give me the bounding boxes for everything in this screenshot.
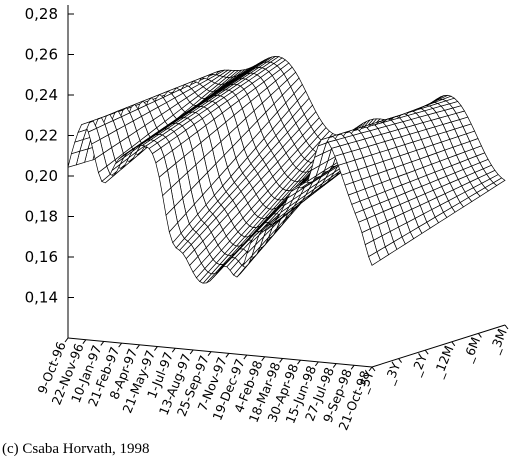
- y-tick-label: 0,26: [25, 46, 58, 64]
- y-tick-label: 0,18: [25, 208, 58, 226]
- date-tick-mark: [154, 346, 158, 351]
- date-tick-mark: [279, 358, 283, 363]
- x-axis-line: [67, 337, 373, 368]
- date-tick-mark: [136, 344, 140, 350]
- date-tick-mark: [207, 351, 212, 356]
- maturity-tick-label: _2Y: [408, 351, 431, 378]
- surface-mesh: [67, 56, 506, 284]
- maturity-tick-label: _3Y: [381, 360, 404, 387]
- date-tick-mark: [225, 353, 230, 358]
- y-tick-label: 0,22: [25, 127, 58, 145]
- date-axis-ticks: 9-Oct-9622-Nov-9610-Jan-9721-Feb-978-Apr…: [34, 337, 373, 432]
- date-tick-mark: [171, 347, 176, 353]
- date-tick-mark: [332, 363, 337, 368]
- date-tick-mark: [297, 359, 301, 365]
- surface-cell: [67, 150, 81, 168]
- y-tick-label: 0,24: [25, 86, 58, 104]
- y-tick-label: 0,28: [25, 5, 58, 23]
- y-tick-label: 0,20: [25, 167, 58, 185]
- maturity-tick-mark: [504, 324, 509, 330]
- y-tick-label: 0,14: [25, 289, 58, 307]
- date-tick-mark: [243, 354, 248, 360]
- date-tick-mark: [118, 342, 123, 348]
- maturity-tick-mark: [477, 333, 482, 338]
- axes-frame: [67, 5, 506, 368]
- date-tick-mark: [189, 349, 194, 355]
- maturity-tick-label: _6M: [460, 335, 484, 365]
- y-tick-label: 0,16: [25, 248, 58, 266]
- maturity-tick-mark: [451, 341, 456, 347]
- date-tick-mark: [314, 361, 319, 367]
- date-tick-mark: [82, 339, 87, 345]
- date-tick-mark: [261, 356, 266, 362]
- maturity-tick-mark: [398, 358, 403, 363]
- date-tick-mark: [100, 341, 105, 346]
- depth-axis-line: [371, 324, 506, 368]
- maturity-tick-mark: [371, 366, 376, 372]
- date-tick-mark: [368, 366, 373, 372]
- maturity-tick-mark: [424, 349, 429, 355]
- date-tick-mark: [64, 337, 69, 343]
- maturity-tick-label: _3M: [486, 327, 510, 357]
- maturity-axis-ticks: _5Y _3Y _2Y _12M _6M _3M: [354, 324, 510, 395]
- maturity-tick-label: _12M: [430, 343, 457, 380]
- y-axis-ticks: 0,14 0,16 0,18 0,20 0,22 0,24 0,26 0,28: [25, 5, 74, 307]
- date-tick-mark: [350, 364, 355, 370]
- copyright-credit: (c) Csaba Horvath, 1998: [2, 441, 150, 457]
